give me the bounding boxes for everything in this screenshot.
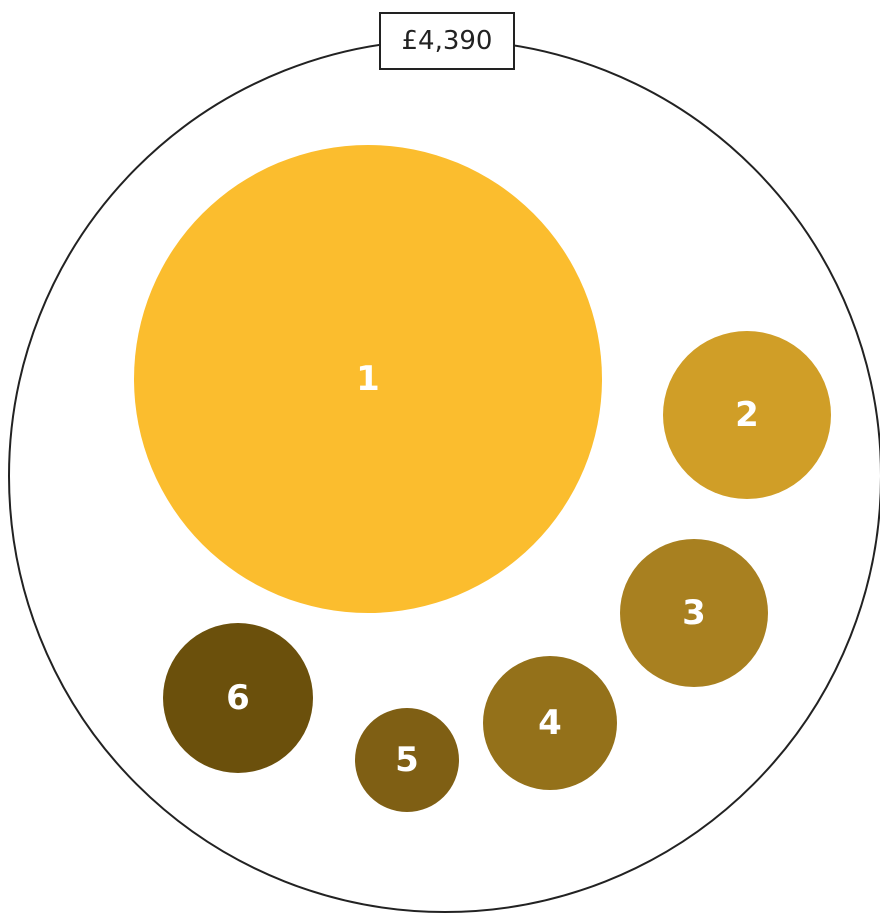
- bubble: [483, 656, 617, 790]
- bubble-label: 4: [538, 703, 562, 743]
- total-label: £4,390: [402, 26, 493, 56]
- bubble: [355, 708, 459, 812]
- bubble: [663, 331, 831, 499]
- total-box: [379, 12, 515, 70]
- bubble-label: 1: [356, 359, 380, 399]
- bubble-label: 6: [226, 678, 250, 718]
- bubbles: 1 2 3 4 5 6: [134, 145, 831, 812]
- bubble: [134, 145, 602, 613]
- bubble-label: 2: [735, 395, 759, 435]
- bubble-label: 5: [395, 740, 419, 780]
- bubble: [620, 539, 768, 687]
- bubble: [163, 623, 313, 773]
- bubble-label: 3: [682, 593, 706, 633]
